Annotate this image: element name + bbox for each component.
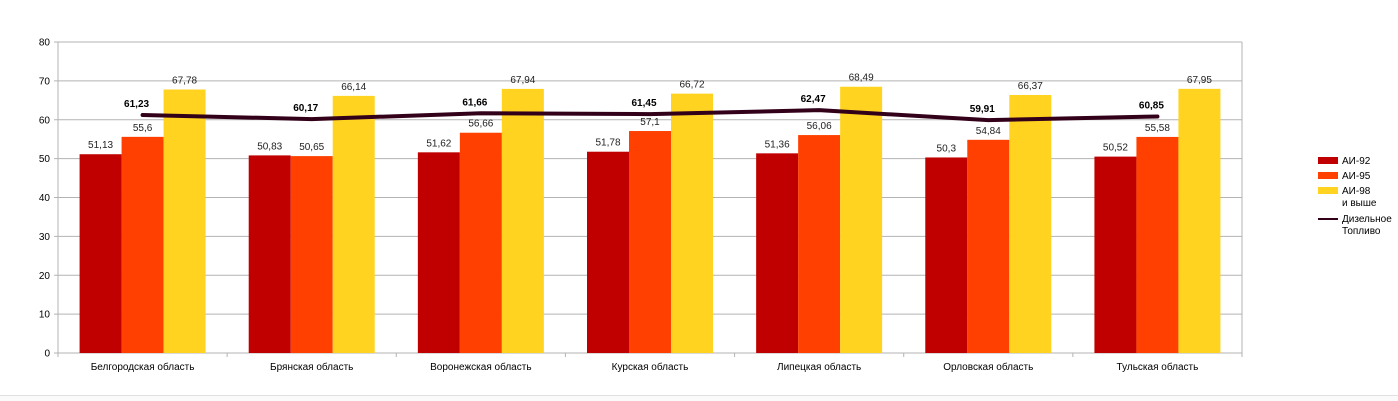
bottom-strip — [0, 395, 1398, 401]
legend-label: АИ-98 — [1342, 186, 1371, 197]
y-axis-ticks: 0 10 20 30 40 50 60 70 80 — [39, 38, 51, 360]
bar-label: 50,3 — [937, 143, 957, 154]
y-tick-label: 40 — [39, 193, 51, 204]
legend-swatch — [1318, 157, 1338, 164]
bar — [121, 136, 164, 353]
y-tick-label: 0 — [44, 349, 50, 360]
bar — [290, 156, 333, 353]
category-label: Белгородская область — [91, 361, 195, 373]
bar — [671, 93, 713, 353]
bar — [79, 154, 122, 353]
legend-swatch — [1318, 172, 1338, 179]
legend-label: Топливо — [1342, 226, 1381, 237]
bar-label: 67,94 — [510, 75, 535, 86]
line-label: 61,66 — [462, 97, 487, 108]
bar-label: 66,14 — [341, 82, 366, 93]
y-tick-label: 60 — [39, 115, 51, 126]
bar — [798, 135, 841, 353]
category-label: Липецкая область — [777, 361, 861, 373]
bar-label: 66,72 — [679, 80, 704, 91]
bar — [587, 151, 629, 353]
bars — [79, 86, 1221, 354]
bar-label: 51,62 — [426, 138, 451, 149]
bar-value-labels: 51,13 55,6 67,78 50,83 50,65 66,14 51,62 56,66 6… — [88, 73, 1212, 155]
bar-label: 67,95 — [1187, 75, 1212, 86]
bar — [1136, 136, 1179, 353]
line-series — [140, 108, 1160, 123]
line-value-labels: 61,23 60,17 61,66 61,45 62,47 59,91 60,85 — [124, 94, 1164, 115]
legend-label: АИ-92 — [1342, 156, 1371, 167]
category-label: Брянская область — [270, 361, 353, 373]
bar — [756, 153, 799, 353]
legend-swatch — [1318, 187, 1338, 194]
legend-label: Дизельное — [1342, 214, 1392, 225]
bar-label: 57,1 — [640, 117, 660, 128]
bar — [629, 131, 671, 353]
line-label: 60,85 — [1139, 100, 1164, 111]
bar — [332, 95, 375, 354]
bar — [1094, 156, 1137, 353]
legend-label: АИ-95 — [1342, 171, 1371, 182]
bar-label: 68,49 — [849, 73, 874, 84]
bar-label: 66,37 — [1018, 81, 1043, 92]
y-tick-label: 70 — [39, 76, 51, 87]
bar — [163, 89, 206, 353]
legend-label: и выше — [1342, 198, 1377, 209]
category-label: Орловская область — [943, 361, 1033, 373]
y-tick-label: 50 — [39, 154, 51, 165]
bar — [1178, 88, 1221, 354]
bar-label: 67,78 — [172, 76, 197, 87]
bar-label: 55,58 — [1145, 123, 1170, 134]
diesel-line — [140, 108, 1160, 123]
bar — [1009, 94, 1052, 353]
bar-label: 51,78 — [595, 138, 620, 149]
line-label: 62,47 — [801, 94, 826, 105]
y-tick-label: 30 — [39, 232, 51, 243]
line-label: 60,17 — [293, 103, 318, 114]
y-tick-label: 80 — [39, 38, 51, 49]
bar-label: 50,52 — [1103, 143, 1128, 154]
y-tick-label: 20 — [39, 271, 51, 282]
y-tick-label: 10 — [39, 310, 51, 321]
line-label: 59,91 — [970, 104, 995, 115]
bar-label: 50,65 — [299, 142, 324, 153]
bar-label: 56,66 — [468, 119, 493, 130]
line-label: 61,45 — [631, 98, 656, 109]
category-label: Курская область — [612, 361, 689, 373]
bar — [967, 139, 1010, 353]
bar — [840, 86, 883, 354]
category-label: Воронежская область — [430, 361, 531, 373]
bar-label: 51,36 — [765, 139, 790, 150]
bar — [501, 88, 544, 354]
line-label: 61,23 — [124, 99, 149, 110]
bar-label: 55,6 — [133, 123, 153, 134]
bar-label: 51,13 — [88, 140, 113, 151]
category-label: Тульская область — [1117, 361, 1199, 373]
category-labels: Белгородская область Брянская область Воро… — [91, 361, 1199, 373]
bar — [417, 152, 460, 353]
bar-label: 54,84 — [976, 126, 1001, 137]
bar — [459, 132, 502, 353]
bar — [925, 157, 968, 353]
bar-label: 50,83 — [257, 141, 282, 152]
bar — [248, 155, 291, 353]
bar-label: 56,06 — [807, 121, 832, 132]
